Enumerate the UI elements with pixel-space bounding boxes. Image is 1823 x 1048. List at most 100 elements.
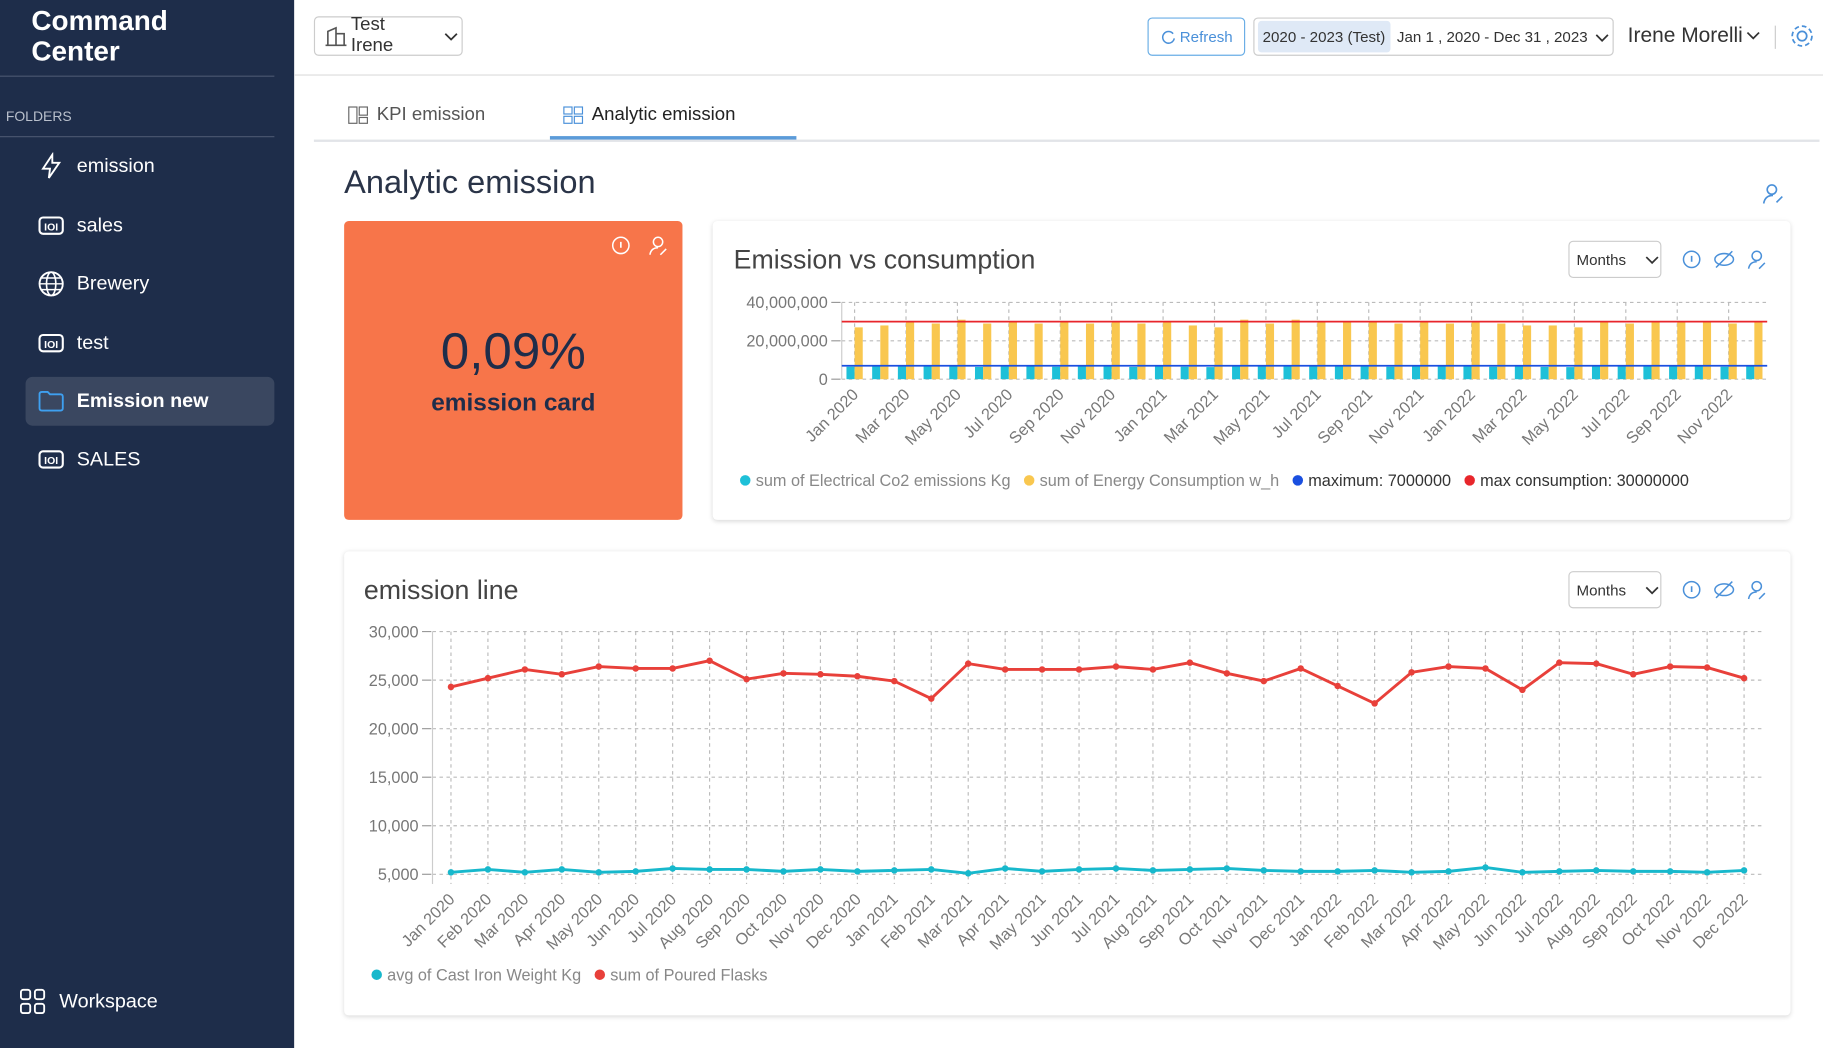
folder-item-active[interactable]: Emission new <box>25 376 275 426</box>
bar <box>1651 321 1660 380</box>
bar <box>1394 323 1403 380</box>
bar <box>1008 321 1017 380</box>
select-label: Test Irene <box>350 15 394 56</box>
point <box>1408 669 1415 676</box>
workspace-select[interactable]: Test Irene <box>313 15 463 56</box>
user-menu[interactable]: Irene Morelli <box>1628 23 1743 47</box>
bar <box>1291 319 1300 380</box>
bar <box>983 323 992 380</box>
point <box>1149 867 1157 874</box>
svg-text:IOI: IOI <box>44 456 58 467</box>
icon <box>41 152 62 179</box>
point <box>1556 659 1563 666</box>
bar <box>1240 319 1249 380</box>
legend-marker <box>371 969 382 980</box>
date-range: Jan 1 , 2020 - Dec 31 , 2023 <box>1396 27 1588 46</box>
bar <box>1309 366 1318 380</box>
point <box>1556 868 1563 875</box>
bar <box>1026 366 1035 380</box>
kpi-value: 0,09% <box>440 323 586 381</box>
bar <box>923 366 932 380</box>
bar <box>1702 321 1712 380</box>
bar <box>1574 327 1583 380</box>
bar <box>1617 366 1626 380</box>
card-icons[interactable] <box>609 234 674 257</box>
bar <box>1334 366 1344 380</box>
chart-card: emission line Months 5,000 10,000 15,000 20… <box>344 551 1791 1016</box>
folder-item[interactable]: IOI SALES <box>26 435 275 484</box>
y-tick-label: 0 <box>819 371 828 389</box>
point <box>1297 868 1304 875</box>
bar <box>1445 323 1454 380</box>
icon <box>19 988 46 1015</box>
refresh-button[interactable]: Refresh <box>1147 17 1246 56</box>
bar <box>1471 321 1480 380</box>
svg-text:IOI: IOI <box>44 222 58 233</box>
bar <box>1694 366 1703 380</box>
bar <box>1265 323 1275 380</box>
svg-text:IOI: IOI <box>44 340 58 351</box>
point <box>484 866 492 873</box>
x-tick-label: Sep 2021 <box>1314 386 1376 448</box>
folders-label: FOLDERS <box>5 108 72 125</box>
bar <box>872 366 881 380</box>
point <box>447 683 455 691</box>
folder-item[interactable]: IOI sales <box>26 201 275 250</box>
card-icons[interactable] <box>1680 578 1773 601</box>
point <box>964 870 972 877</box>
bar <box>957 319 966 380</box>
point <box>817 866 824 873</box>
share-icon[interactable] <box>1762 183 1786 206</box>
point <box>669 865 676 872</box>
legend-marker <box>1023 475 1035 486</box>
folder-item[interactable]: IOI test <box>26 319 275 368</box>
point <box>706 866 713 873</box>
tab[interactable]: KPI emission <box>346 104 485 127</box>
point <box>1445 868 1452 875</box>
bar <box>1317 321 1326 380</box>
bar <box>1214 327 1223 380</box>
legend-label: avg of Cast Iron Weight Kg <box>387 967 581 985</box>
divider <box>0 75 275 77</box>
point <box>1038 666 1046 673</box>
folder-item[interactable]: Brewery <box>26 259 275 308</box>
point <box>1519 869 1526 876</box>
bar <box>1283 365 1292 380</box>
bar <box>974 366 984 380</box>
kpi-label: emission card <box>431 389 596 417</box>
period-select[interactable]: Months <box>1568 571 1662 609</box>
point <box>1740 674 1748 682</box>
point <box>964 660 972 667</box>
point <box>632 868 639 875</box>
chevron <box>1645 256 1659 265</box>
icon: IOI <box>38 333 64 353</box>
point <box>1703 869 1711 876</box>
item-label: emission <box>76 154 155 177</box>
bar <box>1360 366 1369 380</box>
folder-item[interactable]: emission <box>26 142 275 191</box>
item-label: Emission new <box>76 389 209 412</box>
tab-active[interactable]: Analytic emission <box>562 104 735 127</box>
bar <box>1163 321 1172 380</box>
bar <box>1677 321 1686 380</box>
bar <box>1625 323 1634 380</box>
tab-border <box>313 139 1820 142</box>
date-range-select[interactable]: 2020 - 2023 (Test) Jan 1 , 2020 - Dec 31 … <box>1253 17 1614 56</box>
card-icons[interactable] <box>1680 248 1773 271</box>
point <box>1666 663 1674 670</box>
bar <box>1257 366 1266 380</box>
page-title: Analytic emission <box>344 164 596 201</box>
icon <box>348 106 368 124</box>
workspace-link[interactable]: Workspace <box>6 977 255 1026</box>
item-label: test <box>76 331 109 354</box>
bar <box>1206 367 1215 380</box>
bar <box>1514 366 1523 380</box>
point <box>1223 670 1231 677</box>
bar <box>1489 366 1498 380</box>
select-label: Months <box>1576 250 1627 269</box>
point <box>595 869 603 876</box>
period-select[interactable]: Months <box>1568 240 1662 278</box>
bar <box>1343 321 1352 380</box>
